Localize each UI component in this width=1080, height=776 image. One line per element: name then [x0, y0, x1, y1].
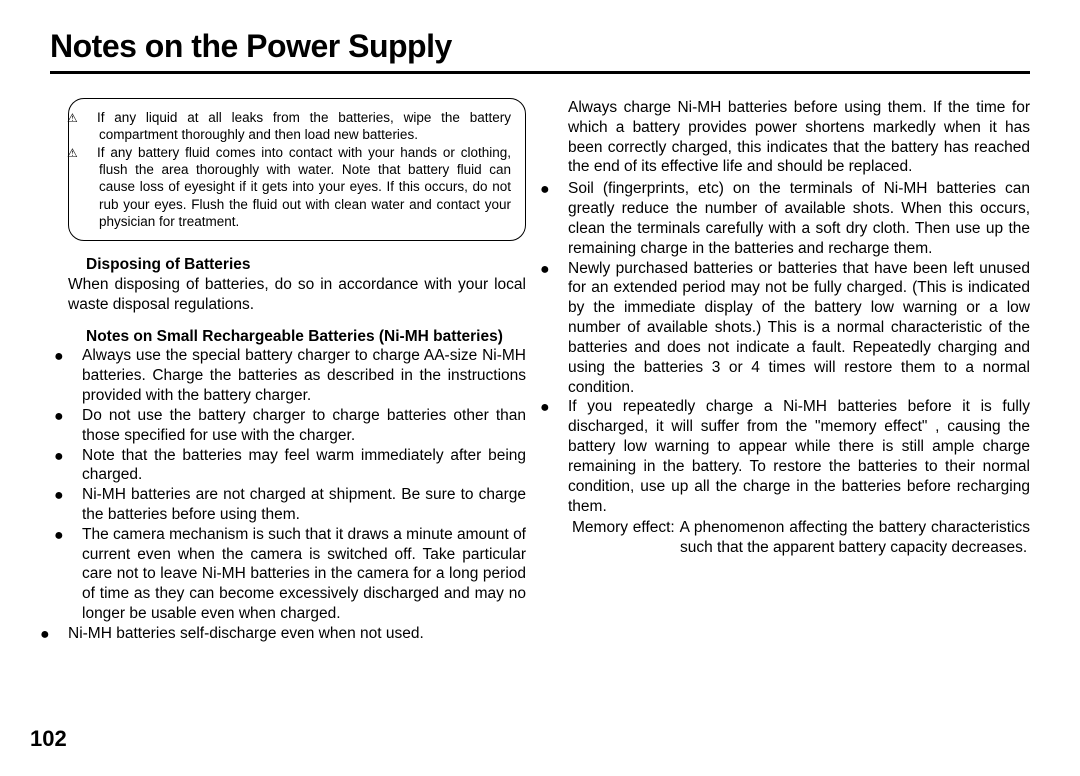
bullet-icon: ● [554, 262, 568, 278]
list-item: ●Ni-MH batteries self-discharge even whe… [32, 624, 526, 644]
warning-item: ⚠If any liquid at all leaks from the bat… [83, 109, 511, 144]
bullet-icon: ● [54, 627, 68, 643]
bullet-icon: ● [68, 488, 82, 504]
page-title: Notes on the Power Supply [50, 28, 1030, 65]
bullet-icon: ● [68, 409, 82, 425]
warning-icon: ⚠ [83, 111, 97, 126]
list-item: ●Always use the special battery charger … [68, 346, 526, 405]
bullet-text: The camera mechanism is such that it dra… [82, 526, 526, 622]
bullet-text: Soil (fingerprints, etc) on the terminal… [568, 180, 1030, 256]
bullet-text: Ni-MH batteries self-discharge even when… [68, 625, 424, 642]
list-item: ●Note that the batteries may feel warm i… [68, 446, 526, 486]
notes-heading: Notes on Small Rechargeable Batteries (N… [68, 327, 526, 347]
bullet-icon: ● [68, 528, 82, 544]
memory-label: Memory effect: [572, 519, 675, 536]
list-item: ●Ni-MH batteries are not charged at ship… [68, 485, 526, 525]
list-item: ●Soil (fingerprints, etc) on the termina… [554, 179, 1030, 258]
warning-text: If any liquid at all leaks from the batt… [97, 110, 511, 142]
content-columns: ⚠If any liquid at all leaks from the bat… [50, 98, 1030, 644]
list-item: ●If you repeatedly charge a Ni-MH batter… [554, 397, 1030, 516]
warning-text: If any battery fluid comes into contact … [97, 145, 511, 229]
list-item: ●Newly purchased batteries or batteries … [554, 259, 1030, 398]
memory-body: A phenomenon affecting the battery chara… [680, 519, 1030, 556]
memory-effect: Memory effect: A phenomenon affecting th… [554, 518, 1030, 558]
bullet-text: Newly purchased batteries or batteries t… [568, 260, 1030, 396]
warning-item: ⚠If any battery fluid comes into contact… [83, 144, 511, 230]
bullet-text: Ni-MH batteries are not charged at shipm… [82, 486, 526, 523]
bullet-text: Always use the special battery charger t… [82, 347, 526, 404]
disposing-heading: Disposing of Batteries [68, 255, 526, 275]
list-item: ●Do not use the battery charger to charg… [68, 406, 526, 446]
right-column: Always charge Ni-MH batteries before usi… [554, 98, 1030, 644]
bullet-icon: ● [554, 400, 568, 416]
warning-box: ⚠If any liquid at all leaks from the bat… [68, 98, 526, 241]
warning-icon: ⚠ [83, 146, 97, 161]
list-item: ●The camera mechanism is such that it dr… [68, 525, 526, 624]
continuation-text: Always charge Ni-MH batteries before usi… [554, 98, 1030, 177]
left-column: ⚠If any liquid at all leaks from the bat… [50, 98, 526, 644]
bullet-icon: ● [68, 349, 82, 365]
bullet-icon: ● [68, 449, 82, 465]
title-rule [50, 71, 1030, 74]
bullet-icon: ● [554, 182, 568, 198]
bullet-text: Note that the batteries may feel warm im… [82, 447, 526, 484]
disposing-body: When disposing of batteries, do so in ac… [68, 275, 526, 315]
page-number: 102 [30, 726, 67, 752]
bullet-text: If you repeatedly charge a Ni-MH batteri… [568, 398, 1030, 514]
bullet-text: Do not use the battery charger to charge… [82, 407, 526, 444]
